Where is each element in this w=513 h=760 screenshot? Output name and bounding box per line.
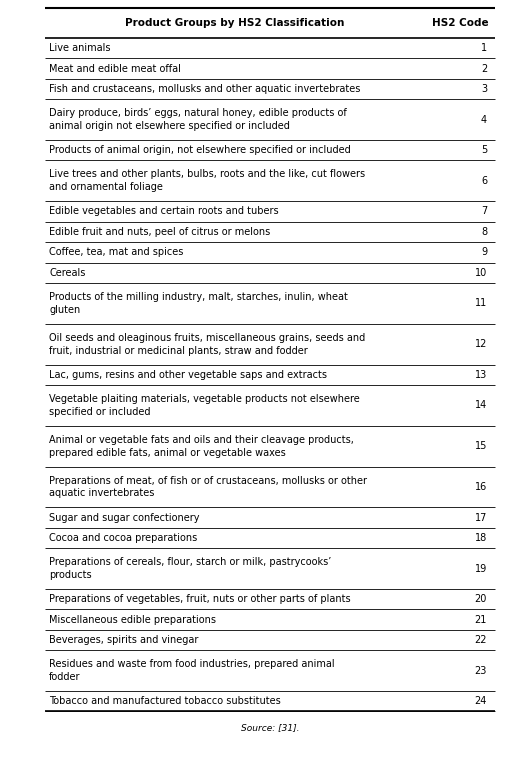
Text: Product Groups by HS2 Classification: Product Groups by HS2 Classification xyxy=(125,18,345,28)
Text: Edible fruit and nuts, peel of citrus or melons: Edible fruit and nuts, peel of citrus or… xyxy=(49,227,270,237)
Text: Tobacco and manufactured tobacco substitutes: Tobacco and manufactured tobacco substit… xyxy=(49,696,281,706)
Text: 8: 8 xyxy=(481,227,487,237)
Text: HS2 Code: HS2 Code xyxy=(431,18,488,28)
Text: Coffee, tea, mat and spices: Coffee, tea, mat and spices xyxy=(49,247,183,258)
Text: Animal or vegetable fats and oils and their cleavage products,
prepared edible f: Animal or vegetable fats and oils and th… xyxy=(49,435,354,458)
Text: 9: 9 xyxy=(481,247,487,258)
Text: 16: 16 xyxy=(475,482,487,492)
Text: 23: 23 xyxy=(475,666,487,676)
Text: 18: 18 xyxy=(475,533,487,543)
Text: 13: 13 xyxy=(475,369,487,380)
Text: 10: 10 xyxy=(475,268,487,277)
Text: 21: 21 xyxy=(475,615,487,625)
Text: Preparations of vegetables, fruit, nuts or other parts of plants: Preparations of vegetables, fruit, nuts … xyxy=(49,594,350,604)
Text: Cereals: Cereals xyxy=(49,268,85,277)
Text: Oil seeds and oleaginous fruits, miscellaneous grains, seeds and
fruit, industri: Oil seeds and oleaginous fruits, miscell… xyxy=(49,333,365,356)
Text: 24: 24 xyxy=(475,696,487,706)
Text: 1: 1 xyxy=(481,43,487,53)
Text: Sugar and sugar confectionery: Sugar and sugar confectionery xyxy=(49,512,200,523)
Text: 17: 17 xyxy=(475,512,487,523)
Text: 6: 6 xyxy=(481,176,487,186)
Text: Dairy produce, birds’ eggs, natural honey, edible products of
animal origin not : Dairy produce, birds’ eggs, natural hone… xyxy=(49,108,347,131)
Text: 20: 20 xyxy=(475,594,487,604)
Text: 5: 5 xyxy=(481,145,487,155)
Text: 11: 11 xyxy=(475,299,487,309)
Text: Beverages, spirits and vinegar: Beverages, spirits and vinegar xyxy=(49,635,199,645)
Text: Residues and waste from food industries, prepared animal
fodder: Residues and waste from food industries,… xyxy=(49,659,334,682)
Text: Preparations of meat, of fish or of crustaceans, mollusks or other
aquatic inver: Preparations of meat, of fish or of crus… xyxy=(49,476,367,499)
Text: Live animals: Live animals xyxy=(49,43,110,53)
Text: Fish and crustaceans, mollusks and other aquatic invertebrates: Fish and crustaceans, mollusks and other… xyxy=(49,84,360,94)
Text: Products of the milling industry, malt, starches, inulin, wheat
gluten: Products of the milling industry, malt, … xyxy=(49,292,348,315)
Text: 4: 4 xyxy=(481,115,487,125)
Text: Vegetable plaiting materials, vegetable products not elsewhere
specified or incl: Vegetable plaiting materials, vegetable … xyxy=(49,394,360,416)
Text: Cocoa and cocoa preparations: Cocoa and cocoa preparations xyxy=(49,533,198,543)
Text: 15: 15 xyxy=(475,441,487,451)
Text: Live trees and other plants, bulbs, roots and the like, cut flowers
and ornament: Live trees and other plants, bulbs, root… xyxy=(49,169,365,192)
Text: 19: 19 xyxy=(475,564,487,574)
Text: Meat and edible meat offal: Meat and edible meat offal xyxy=(49,64,181,74)
Text: 7: 7 xyxy=(481,207,487,217)
Text: 3: 3 xyxy=(481,84,487,94)
Text: Lac, gums, resins and other vegetable saps and extracts: Lac, gums, resins and other vegetable sa… xyxy=(49,369,327,380)
Text: 12: 12 xyxy=(475,339,487,349)
Text: Preparations of cereals, flour, starch or milk, pastrycooks’
products: Preparations of cereals, flour, starch o… xyxy=(49,557,331,580)
Text: Source: [31].: Source: [31]. xyxy=(241,724,299,733)
Text: Products of animal origin, not elsewhere specified or included: Products of animal origin, not elsewhere… xyxy=(49,145,351,155)
Text: 22: 22 xyxy=(475,635,487,645)
Text: 14: 14 xyxy=(475,401,487,410)
Text: 2: 2 xyxy=(481,64,487,74)
Text: Edible vegetables and certain roots and tubers: Edible vegetables and certain roots and … xyxy=(49,207,279,217)
Text: Miscellaneous edible preparations: Miscellaneous edible preparations xyxy=(49,615,216,625)
